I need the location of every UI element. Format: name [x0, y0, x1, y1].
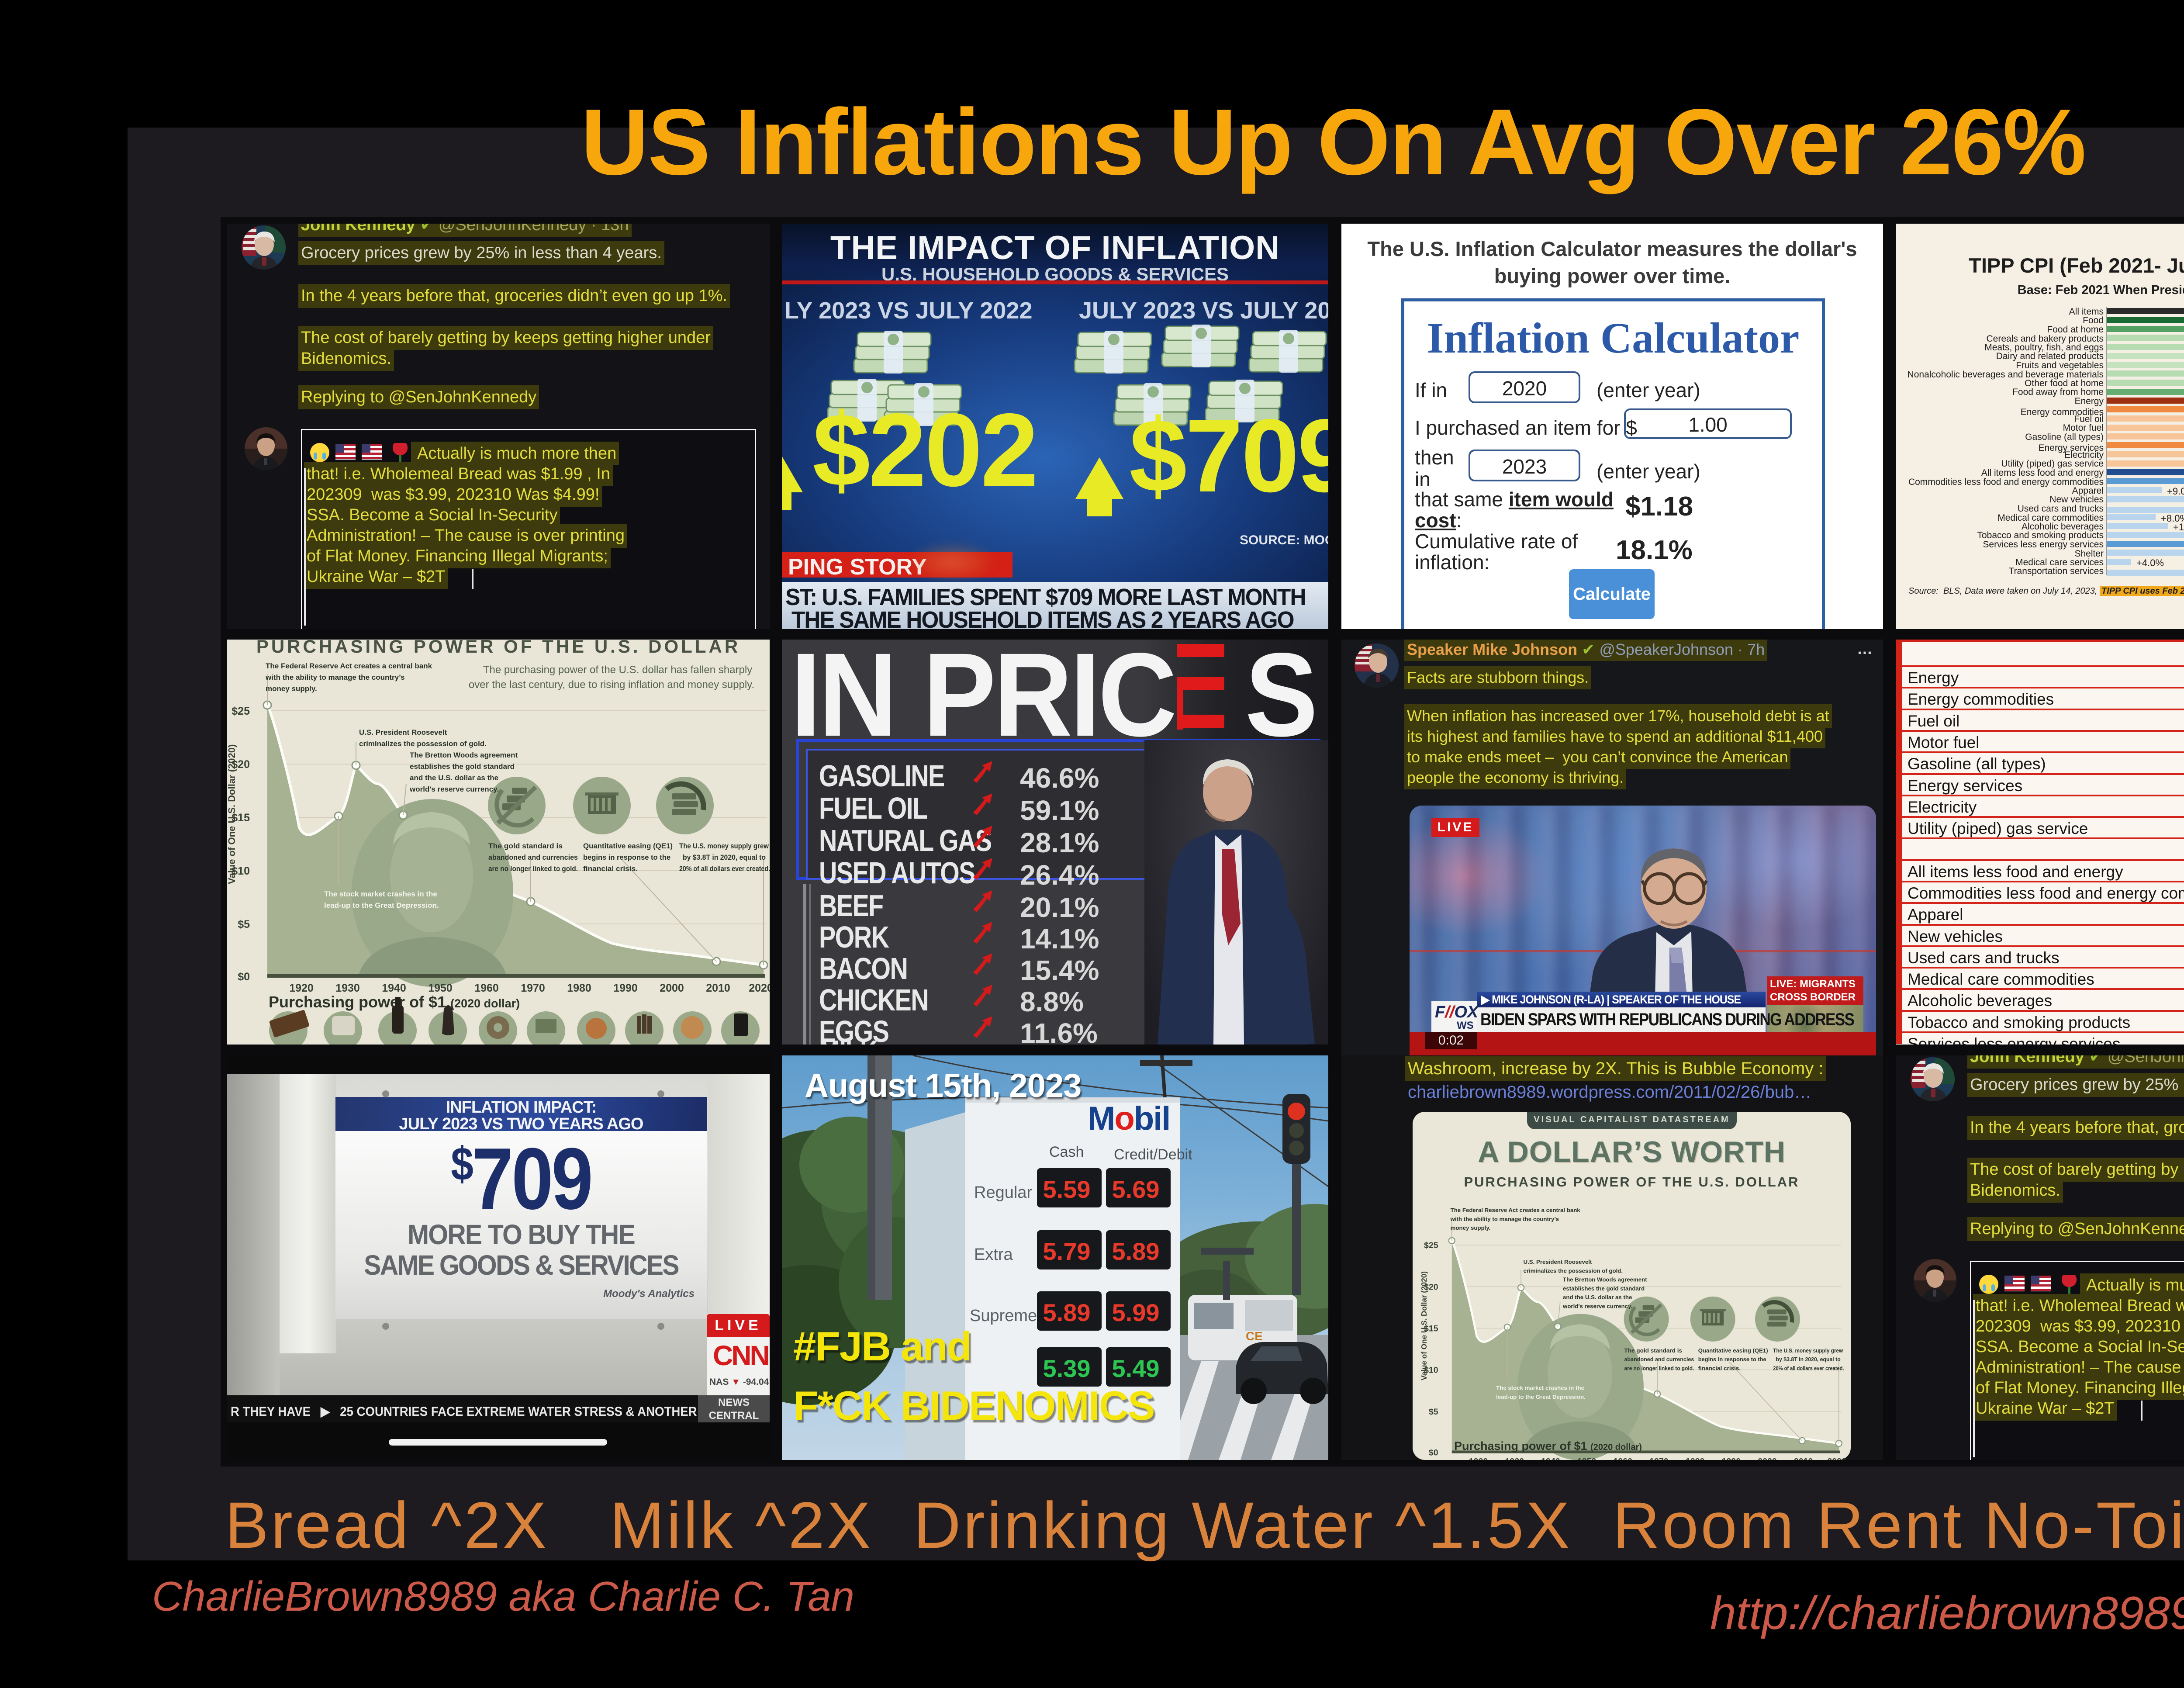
- svg-text:Cash: Cash: [1049, 1144, 1084, 1160]
- svg-text:5.59: 5.59: [1043, 1176, 1091, 1203]
- svg-text:5.89: 5.89: [1043, 1299, 1091, 1326]
- svg-text:Supreme⁺: Supreme⁺: [970, 1307, 1046, 1325]
- svg-text:5.89: 5.89: [1112, 1238, 1160, 1265]
- svg-text:5.49: 5.49: [1112, 1355, 1160, 1382]
- svg-text:Credit/Debit: Credit/Debit: [1114, 1146, 1192, 1163]
- svg-text:5.79: 5.79: [1043, 1238, 1091, 1265]
- svg-text:Extra: Extra: [974, 1245, 1013, 1264]
- svg-text:5.39: 5.39: [1043, 1355, 1091, 1382]
- svg-text:Regular: Regular: [974, 1183, 1032, 1202]
- svg-text:5.99: 5.99: [1112, 1299, 1160, 1326]
- svg-text:Mobil: Mobil: [1088, 1100, 1170, 1137]
- svg-text:5.69: 5.69: [1112, 1176, 1160, 1203]
- svg-text:CE: CE: [1246, 1329, 1263, 1343]
